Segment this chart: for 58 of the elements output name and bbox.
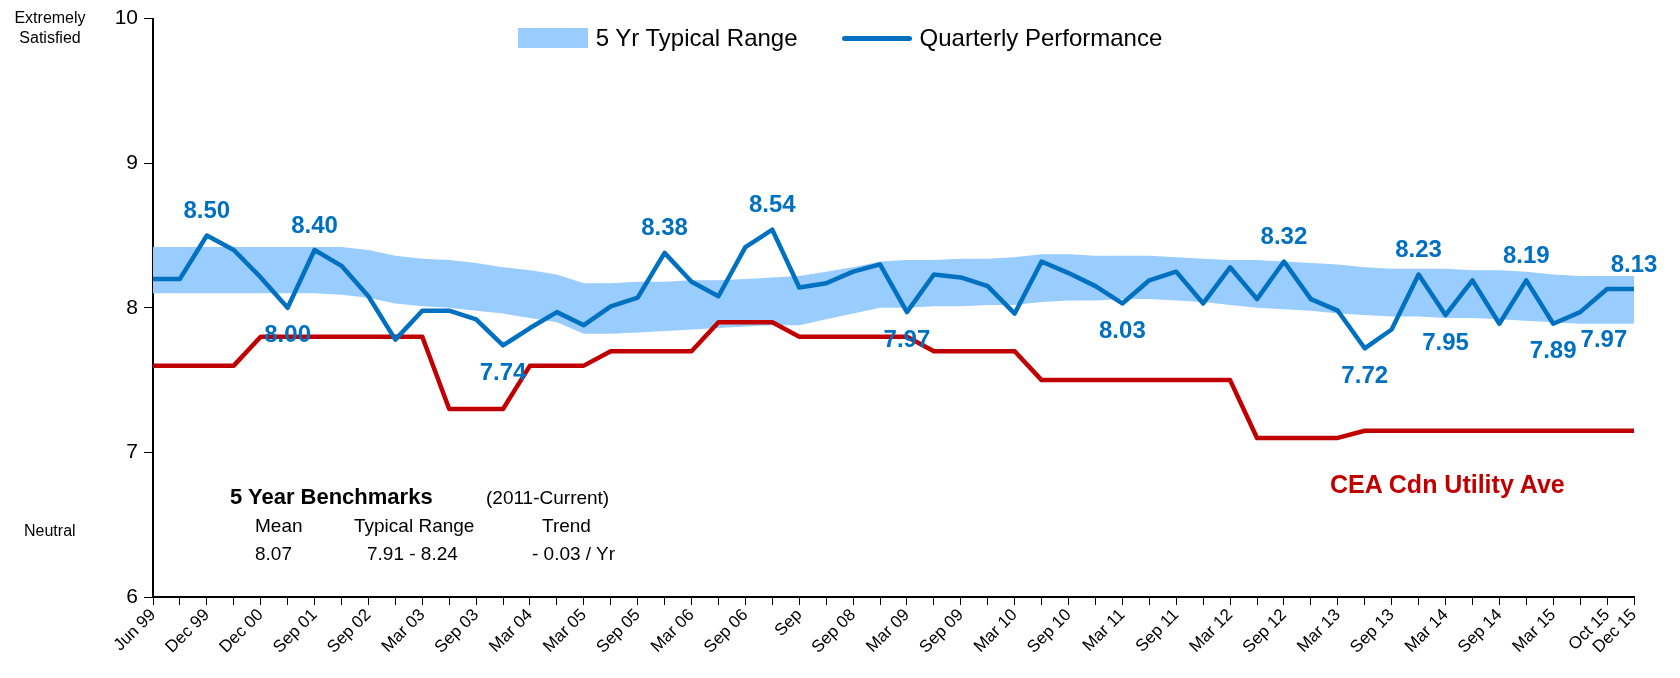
x-tick-label: Mar 13 — [1293, 604, 1344, 656]
annotation: Typical Range — [354, 515, 475, 537]
x-tick-label: Sep 06 — [700, 604, 752, 657]
data-label: 8.54 — [748, 190, 797, 218]
x-tick-label: Sep 12 — [1238, 604, 1291, 657]
x-tick-label: Sep 10 — [1023, 604, 1075, 657]
data-label: 7.95 — [1422, 327, 1469, 355]
y-tick-label: 6 — [126, 583, 138, 607]
x-tick-label: Mar 15 — [1508, 604, 1560, 656]
annotation: 5 Yr Typical Range — [595, 24, 798, 52]
x-tick-label: Sep 05 — [592, 604, 644, 657]
y-tick-label: 8 — [126, 294, 138, 318]
x-tick-label: Sep 02 — [323, 604, 375, 657]
x-tick-label: Mar 10 — [969, 604, 1021, 656]
annotation: 5 Year Benchmarks — [230, 484, 433, 510]
data-label: 7.72 — [1341, 360, 1389, 388]
annotation: 7.91 - 8.24 — [367, 543, 458, 565]
data-label: 8.23 — [1395, 235, 1442, 263]
data-label: 8.50 — [183, 196, 231, 224]
x-tick-label: Sep 11 — [1131, 604, 1183, 656]
annotation: (2011-Current) — [486, 487, 610, 509]
x-tick-label: Mar 03 — [377, 604, 429, 656]
legend-label: Quarterly Performance — [919, 24, 1163, 52]
x-tick-label: Sep 13 — [1346, 604, 1398, 657]
x-tick-label: Mar 12 — [1185, 604, 1237, 656]
x-tick-label: Jun 99 — [109, 604, 160, 655]
y-tick-label: 9 — [126, 150, 138, 173]
text: Extremely Satisfied — [13, 8, 87, 48]
data-label: 8.32 — [1260, 222, 1308, 250]
data-label: 8.19 — [1502, 240, 1550, 268]
x-tick-label: Mar 09 — [862, 604, 914, 656]
annotation: Trend — [542, 515, 591, 537]
annotation: CEA Cdn Utility Ave — [1330, 470, 1565, 499]
y-tick-label: 10 — [114, 5, 138, 29]
x-tick-label: Dec 00 — [215, 604, 267, 657]
data-label: 8.40 — [291, 210, 338, 238]
x-tick-label: Mar 14 — [1400, 604, 1452, 656]
x-tick-label: Mar 11 — [1078, 604, 1129, 655]
text: Neutral — [24, 522, 76, 540]
x-tick-label: Sep 14 — [1453, 604, 1506, 657]
data-label: 7.97 — [1580, 324, 1628, 352]
x-tick-label: Sep 03 — [430, 604, 483, 657]
x-tick-label: Sep 08 — [807, 604, 860, 657]
x-tick-label: Sep 01 — [269, 604, 321, 657]
data-label: 7.89 — [1529, 336, 1577, 364]
x-tick-label: Mar 06 — [646, 604, 698, 656]
x-tick-label: Sep — [770, 604, 806, 640]
x-tick-label: Sep 09 — [915, 604, 967, 657]
data-label: 8.03 — [1099, 316, 1146, 344]
data-label: 8.13 — [1610, 249, 1658, 277]
data-label: 8.38 — [641, 213, 688, 241]
x-tick-label: Mar 05 — [539, 604, 590, 656]
annotation: 8.07 — [255, 543, 292, 565]
annotation: - 0.03 / Yr — [532, 543, 616, 565]
annotation: Mean — [255, 515, 303, 537]
x-tick-label: Dec 99 — [161, 604, 213, 657]
x-tick-label: Mar 04 — [485, 604, 537, 656]
y-tick-label: 7 — [126, 439, 138, 463]
